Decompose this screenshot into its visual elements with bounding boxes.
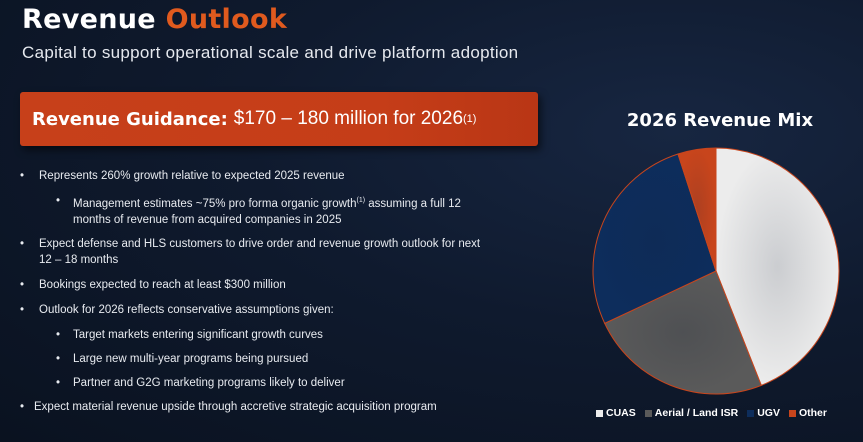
legend-label: Other [798, 407, 827, 419]
pie-slice-ugv [592, 153, 717, 325]
guidance-label: Revenue Guidance: [32, 108, 228, 130]
sub-bullet-item: Management estimates ~75% pro forma orga… [20, 193, 490, 228]
revenue-mix-pie-chart [592, 147, 840, 395]
revenue-guidance-banner: Revenue Guidance: $170 – 180 million for… [20, 92, 538, 146]
bullet-item: Represents 260% growth relative to expec… [20, 168, 490, 184]
page-subtitle: Capital to support operational scale and… [22, 43, 519, 62]
bullet-item: Expect material revenue upside through a… [20, 399, 490, 415]
bullet-item: Bookings expected to reach at least $300… [20, 277, 490, 293]
legend-label: CUAS [606, 407, 636, 419]
pie-slice-aerial-land-isr [604, 270, 762, 395]
sub-bullet-item: Large new multi-year programs being purs… [20, 351, 490, 367]
chart-title: 2026 Revenue Mix [626, 110, 814, 131]
legend-item: Other [788, 407, 827, 419]
title-main: Revenue [22, 4, 156, 35]
legend-item: UGV [747, 407, 780, 419]
guidance-value: $170 – 180 million for 2026 [233, 108, 464, 129]
sub-bullet-item: Target markets entering significant grow… [20, 327, 490, 343]
guidance-footnote: (1) [463, 113, 477, 125]
legend-item: Aerial / Land ISR [644, 407, 739, 419]
chart-legend: CUAS Aerial / Land ISR UGV Other [596, 407, 827, 419]
bullet-item: Expect defense and HLS customers to driv… [20, 236, 490, 268]
legend-swatch [788, 409, 796, 417]
legend-label: Aerial / Land ISR [654, 407, 739, 419]
pie-slice-cuas [715, 147, 840, 387]
pie-slice-other [677, 147, 717, 272]
bullet-item: Outlook for 2026 reflects conservative a… [20, 302, 490, 318]
bullet-list: Represents 260% growth relative to expec… [20, 168, 490, 424]
legend-item: CUAS [596, 407, 636, 419]
legend-swatch [596, 409, 603, 417]
sub-bullet-item: Partner and G2G marketing programs likel… [20, 375, 490, 391]
legend-label: UGV [757, 407, 780, 419]
page-title: Revenue Outlook [22, 4, 287, 35]
legend-swatch [644, 409, 652, 417]
legend-swatch [747, 409, 755, 417]
title-accent: Outlook [165, 4, 288, 35]
